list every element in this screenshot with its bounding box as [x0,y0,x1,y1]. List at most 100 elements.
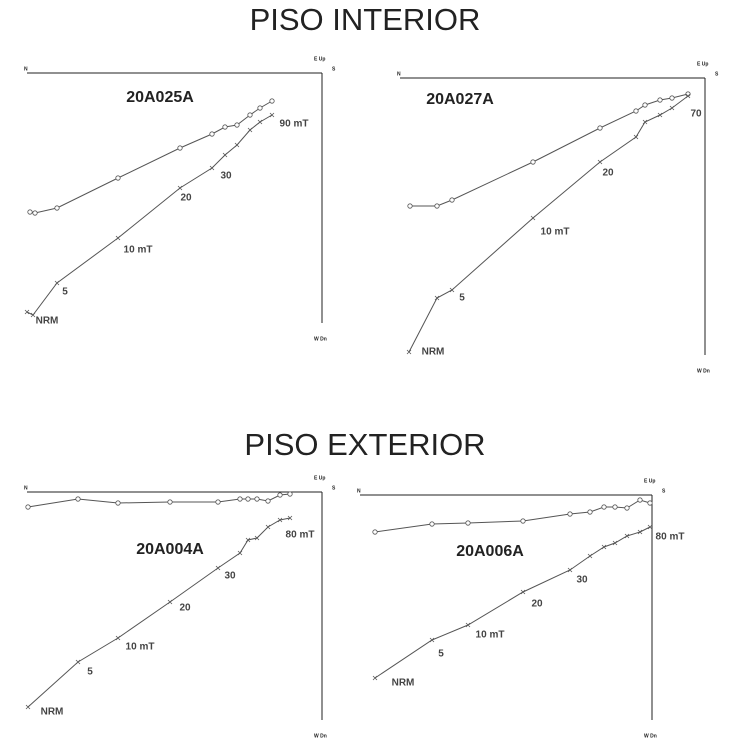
sample-title: 20A004A [136,541,204,558]
point-vertical [269,112,275,118]
point-vertical [642,119,648,125]
point-horizontal [642,102,648,108]
point-horizontal [407,203,413,209]
point-horizontal [647,500,653,506]
point-vertical [669,105,675,111]
point-vertical [257,119,263,125]
step-label: 5 [459,293,465,304]
sample-title: 20A025A [126,89,194,106]
point-vertical [245,537,251,543]
axis-label: N [24,485,28,491]
step-label: NRM [422,347,445,358]
step-label: 30 [576,575,588,586]
point-vertical [115,635,121,641]
point-horizontal [587,509,593,515]
demag-path [26,114,273,316]
point-vertical [209,165,215,171]
point-horizontal [177,145,183,151]
point-vertical [530,215,536,221]
point-horizontal [567,511,573,517]
point-horizontal [287,491,293,497]
axis-label: W Dn [644,733,657,739]
point-horizontal [222,124,228,130]
point-horizontal [597,125,603,131]
point-horizontal [54,205,60,211]
step-label: 10 mT [126,642,155,653]
point-horizontal [372,529,378,535]
point-vertical [277,517,283,523]
step-label: 5 [62,287,68,298]
point-vertical [429,637,435,643]
point-vertical [234,142,240,148]
point-horizontal [520,518,526,524]
axis-label: W Dn [314,336,327,342]
point-horizontal [657,97,663,103]
step-label: 30 [220,171,232,182]
step-label: 10 mT [124,245,153,256]
step-label: 70 [690,109,702,120]
demag-path [374,499,651,533]
axis-label: S [715,71,719,77]
point-horizontal [612,504,618,510]
point-horizontal [215,499,221,505]
point-vertical [587,553,593,559]
point-vertical [449,287,455,293]
point-vertical [24,309,30,315]
axis-label: S [332,485,336,491]
point-horizontal [465,520,471,526]
axis-label: S [332,66,336,72]
point-horizontal [633,108,639,114]
step-label: 10 mT [476,630,505,641]
point-horizontal [209,131,215,137]
point-vertical [30,312,36,318]
axis-label: E Up [697,61,708,67]
step-label: NRM [392,678,415,689]
point-vertical [647,524,653,530]
point-vertical [247,127,253,133]
point-horizontal [624,505,630,511]
demag-path [27,493,291,508]
point-vertical [75,659,81,665]
step-label: 5 [87,667,93,678]
point-horizontal [449,197,455,203]
point-vertical [685,93,691,99]
point-vertical [177,185,183,191]
point-horizontal [115,500,121,506]
point-vertical [601,544,607,550]
sample-title: 20A027A [426,91,494,108]
step-label: 5 [438,649,444,660]
point-horizontal [265,498,271,504]
demag-path [410,93,689,207]
point-vertical [465,622,471,628]
point-vertical [520,589,526,595]
point-vertical [215,565,221,571]
point-horizontal [247,112,253,118]
step-label: 80 mT [286,530,315,541]
point-vertical [434,295,440,301]
step-label: 20 [179,603,191,614]
step-label: NRM [36,316,59,327]
point-horizontal [434,203,440,209]
point-horizontal [277,492,283,498]
step-label: 90 mT [280,119,309,130]
axis-label: W Dn [697,368,710,374]
axis-label: N [397,71,401,77]
step-label: 20 [602,168,614,179]
point-vertical [612,540,618,546]
point-vertical [237,550,243,556]
step-label: 20 [180,193,192,204]
axis-label: E Up [314,475,325,481]
point-horizontal [257,105,263,111]
axis-label: N [357,488,361,494]
demag-path [408,95,689,353]
point-vertical [265,524,271,530]
point-vertical [167,599,173,605]
axis-label: N [24,66,28,72]
step-label: 30 [224,571,236,582]
point-horizontal [245,496,251,502]
point-vertical [624,533,630,539]
point-horizontal [27,209,33,215]
step-label: NRM [41,707,64,718]
step-label: 20 [531,599,543,610]
